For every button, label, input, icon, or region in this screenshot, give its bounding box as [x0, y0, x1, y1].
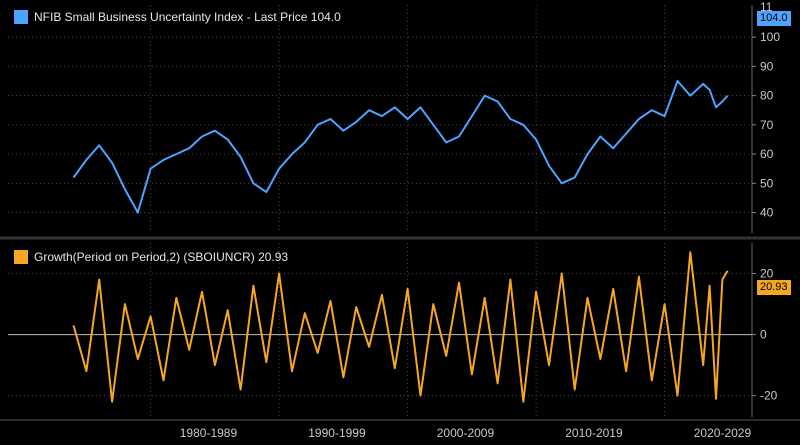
- y-tick-label: 70: [760, 118, 774, 132]
- lower-last-value-tag: 20.93: [757, 280, 791, 295]
- upper-legend-label: NFIB Small Business Uncertainty Index - …: [34, 10, 341, 24]
- y-tick-label: 40: [760, 206, 774, 220]
- y-tick-label: 0: [760, 328, 767, 342]
- y-tick-label: -20: [760, 389, 778, 403]
- x-tick-label: 1990-1999: [308, 426, 366, 440]
- upper-last-price-tag: 104.0: [757, 11, 791, 26]
- growth-line: [72, 251, 729, 403]
- lower-legend: Growth(Period on Period,2) (SBOIUNCR) 20…: [14, 250, 288, 264]
- x-tick-label: 1980-1989: [180, 426, 238, 440]
- y-tick-label: 80: [760, 89, 774, 103]
- uncertainty-index-line: [72, 80, 729, 214]
- upper-legend-swatch: [14, 10, 28, 24]
- y-tick-label: 100: [760, 30, 780, 44]
- lower-legend-swatch: [14, 250, 28, 264]
- y-tick-label: 20: [760, 267, 774, 281]
- x-tick-label: 2010-2019: [565, 426, 623, 440]
- y-tick-label: 90: [760, 59, 774, 73]
- lower-legend-label: Growth(Period on Period,2) (SBOIUNCR) 20…: [34, 250, 289, 264]
- y-tick-label: 60: [760, 147, 774, 161]
- x-tick-label: 2000-2009: [437, 426, 495, 440]
- y-tick-label: 11: [760, 0, 773, 14]
- y-tick-label: 50: [760, 176, 774, 190]
- x-tick-label: 2020-2029: [694, 426, 752, 440]
- upper-legend: NFIB Small Business Uncertainty Index - …: [14, 10, 341, 24]
